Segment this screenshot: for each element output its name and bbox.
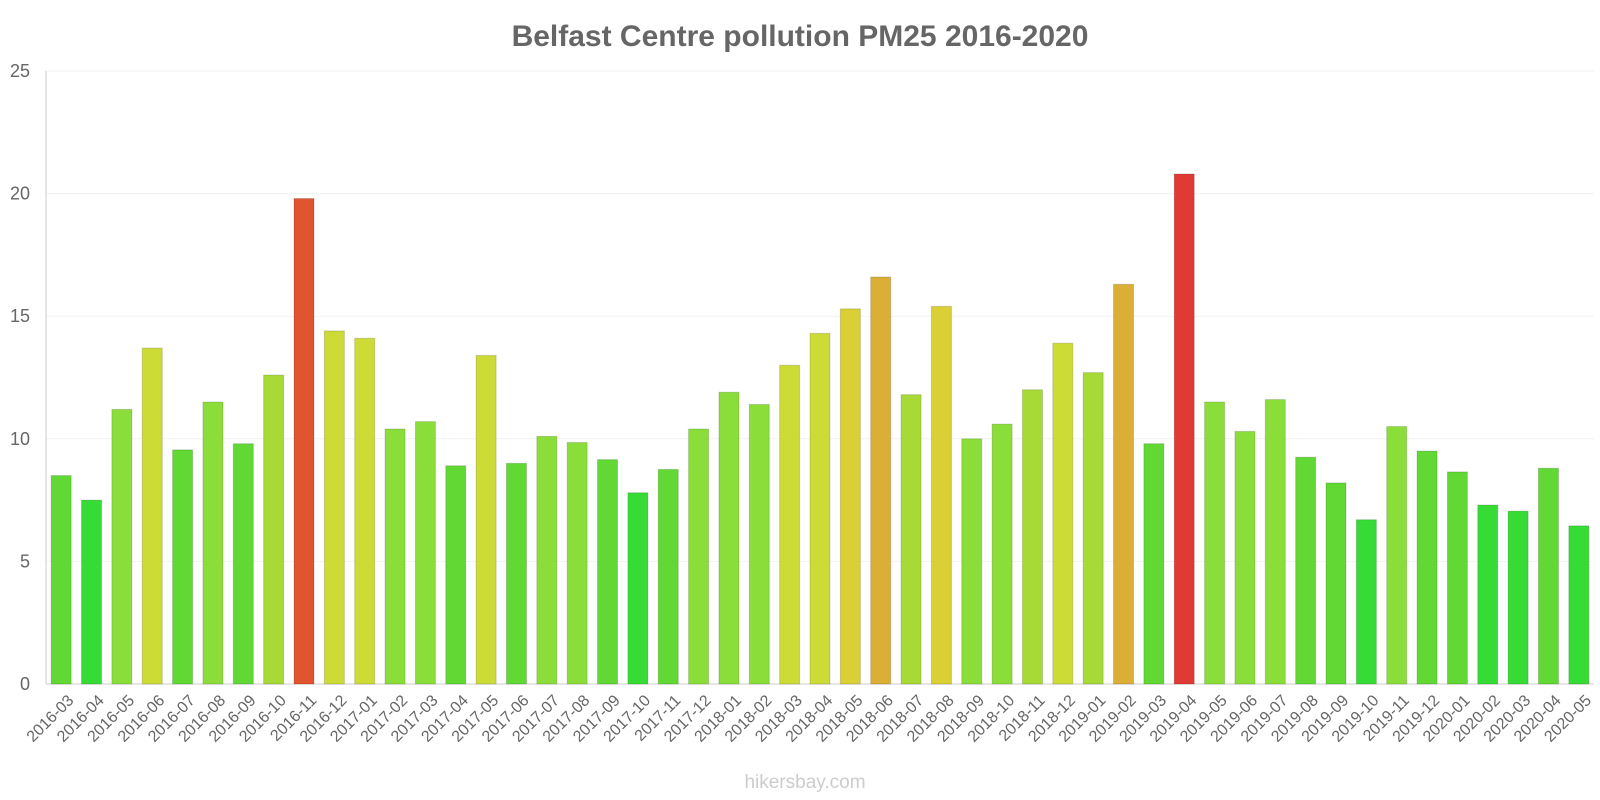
y-tick-label: 0 bbox=[20, 674, 30, 694]
bar-2017-11[interactable] bbox=[657, 468, 679, 685]
bar-2017-05[interactable] bbox=[475, 354, 497, 685]
bar-2017-04[interactable] bbox=[445, 465, 467, 685]
bar-2018-04[interactable] bbox=[809, 332, 831, 685]
bar-2019-08[interactable] bbox=[1295, 456, 1317, 685]
bar-2017-10[interactable] bbox=[627, 492, 649, 685]
bar-2017-07[interactable] bbox=[536, 435, 558, 685]
bar-2019-03[interactable] bbox=[1143, 443, 1165, 685]
bar-2018-11[interactable] bbox=[1021, 389, 1043, 685]
bar-2017-01[interactable] bbox=[354, 337, 376, 685]
bar-2017-08[interactable] bbox=[566, 441, 588, 685]
y-tick-label: 15 bbox=[10, 306, 30, 326]
bar-2017-09[interactable] bbox=[597, 459, 619, 685]
bar-2018-10[interactable] bbox=[991, 423, 1013, 685]
bar-2019-06[interactable] bbox=[1234, 430, 1256, 685]
bar-2018-12[interactable] bbox=[1052, 342, 1074, 685]
bar-2018-05[interactable] bbox=[839, 308, 861, 685]
chart-title: Belfast Centre pollution PM25 2016-2020 bbox=[512, 20, 1089, 53]
bar-2019-02[interactable] bbox=[1113, 283, 1135, 685]
y-tick-label: 25 bbox=[10, 61, 30, 81]
bar-2016-08[interactable] bbox=[202, 401, 224, 685]
bar-2017-02[interactable] bbox=[384, 428, 406, 685]
bar-2020-05[interactable] bbox=[1568, 525, 1590, 685]
bar-2019-07[interactable] bbox=[1264, 399, 1286, 685]
bar-2016-07[interactable] bbox=[172, 449, 194, 685]
bar-2018-09[interactable] bbox=[961, 438, 983, 685]
bar-2016-11[interactable] bbox=[293, 198, 315, 685]
bar-2019-09[interactable] bbox=[1325, 482, 1347, 685]
bar-2020-01[interactable] bbox=[1446, 471, 1468, 685]
bar-2020-02[interactable] bbox=[1477, 504, 1499, 685]
bar-2019-11[interactable] bbox=[1386, 426, 1408, 685]
bar-2019-10[interactable] bbox=[1355, 519, 1377, 685]
bar-2016-03[interactable] bbox=[50, 475, 72, 685]
bar-2018-01[interactable] bbox=[718, 391, 740, 685]
bar-2018-02[interactable] bbox=[748, 403, 770, 685]
bar-2016-04[interactable] bbox=[81, 499, 103, 685]
y-tick-label: 20 bbox=[10, 184, 30, 204]
bar-2020-03[interactable] bbox=[1507, 510, 1529, 685]
bar-2017-12[interactable] bbox=[688, 428, 710, 685]
bar-2018-03[interactable] bbox=[779, 364, 801, 685]
bar-2020-04[interactable] bbox=[1537, 467, 1559, 685]
bar-2018-07[interactable] bbox=[900, 394, 922, 685]
bar-2019-05[interactable] bbox=[1204, 401, 1226, 685]
bar-2019-01[interactable] bbox=[1082, 372, 1104, 685]
y-tick-label: 10 bbox=[10, 429, 30, 449]
bar-2016-12[interactable] bbox=[323, 330, 345, 685]
bar-2018-08[interactable] bbox=[930, 305, 952, 685]
bar-2017-06[interactable] bbox=[505, 462, 527, 685]
bar-2016-09[interactable] bbox=[232, 443, 254, 685]
bar-2019-12[interactable] bbox=[1416, 450, 1438, 685]
bar-2016-05[interactable] bbox=[111, 408, 133, 685]
bar-2016-10[interactable] bbox=[263, 374, 285, 685]
bars bbox=[50, 173, 1590, 685]
credit-watermark: hikersbay.com bbox=[744, 772, 865, 793]
y-tick-label: 5 bbox=[20, 551, 30, 571]
bar-2017-03[interactable] bbox=[414, 421, 436, 685]
bar-2016-06[interactable] bbox=[141, 347, 163, 685]
bar-2018-06[interactable] bbox=[870, 276, 892, 685]
bar-2019-04[interactable] bbox=[1173, 173, 1195, 685]
x-axis-ticks: 2016-032016-042016-052016-062016-072016-… bbox=[24, 692, 1595, 746]
y-axis-ticks: 0 5 10 15 20 25 bbox=[10, 61, 30, 694]
